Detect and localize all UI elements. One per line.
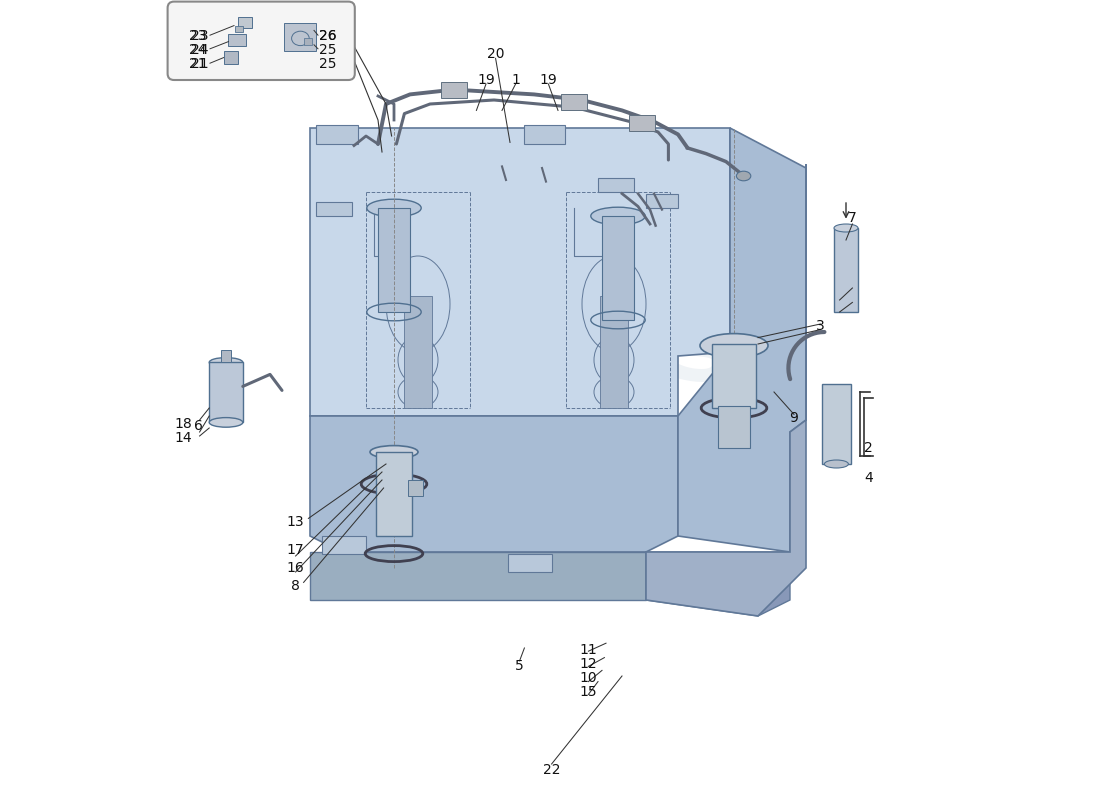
- Bar: [234, 26, 243, 32]
- Text: 24: 24: [189, 42, 207, 57]
- Text: 23: 23: [191, 29, 208, 43]
- Bar: [600, 296, 628, 408]
- Text: 6: 6: [194, 418, 202, 433]
- Bar: [322, 536, 366, 554]
- Text: 14: 14: [175, 431, 192, 446]
- Ellipse shape: [824, 460, 848, 468]
- Text: 22: 22: [543, 762, 560, 777]
- FancyBboxPatch shape: [167, 2, 355, 80]
- Bar: [602, 216, 634, 320]
- Text: 2: 2: [864, 441, 872, 455]
- Bar: [317, 202, 352, 216]
- Text: 8: 8: [292, 578, 300, 593]
- Text: 7: 7: [848, 210, 857, 225]
- Bar: [718, 406, 750, 448]
- Bar: [404, 296, 432, 408]
- Ellipse shape: [370, 446, 418, 458]
- Polygon shape: [646, 164, 806, 616]
- Polygon shape: [310, 416, 678, 552]
- Bar: [834, 228, 858, 312]
- Bar: [408, 480, 422, 496]
- Ellipse shape: [209, 418, 243, 427]
- Polygon shape: [310, 128, 730, 416]
- Text: 23: 23: [189, 29, 207, 43]
- Text: e|c⁄es: e|c⁄es: [395, 297, 737, 407]
- Ellipse shape: [700, 334, 768, 358]
- Text: 5: 5: [515, 658, 524, 673]
- Text: 1: 1: [512, 73, 520, 87]
- Bar: [238, 17, 252, 28]
- Bar: [646, 194, 678, 208]
- Ellipse shape: [209, 358, 243, 367]
- Bar: [712, 344, 756, 408]
- Ellipse shape: [366, 199, 421, 217]
- Bar: [223, 51, 238, 64]
- Bar: [561, 94, 586, 110]
- Polygon shape: [310, 552, 646, 600]
- Text: 9: 9: [790, 410, 799, 425]
- Text: 18: 18: [175, 417, 192, 431]
- Text: 13: 13: [287, 514, 305, 529]
- Text: 17: 17: [287, 543, 305, 558]
- Text: 25: 25: [319, 57, 337, 71]
- Bar: [209, 362, 243, 422]
- Text: 21: 21: [189, 57, 207, 71]
- Bar: [317, 125, 358, 144]
- Text: 26: 26: [319, 29, 337, 43]
- Text: 11: 11: [580, 642, 597, 657]
- Text: 15: 15: [580, 685, 597, 699]
- Ellipse shape: [736, 171, 751, 181]
- Text: 21: 21: [190, 57, 208, 71]
- Bar: [441, 82, 466, 98]
- Bar: [629, 115, 654, 131]
- Bar: [524, 125, 565, 144]
- Bar: [285, 23, 317, 51]
- Text: 26: 26: [319, 29, 337, 43]
- Text: 20: 20: [487, 47, 504, 62]
- Text: 19: 19: [539, 73, 558, 87]
- Polygon shape: [678, 128, 806, 552]
- Text: a passion for parts since 1985: a passion for parts since 1985: [349, 363, 719, 485]
- Ellipse shape: [834, 224, 858, 232]
- Bar: [304, 38, 311, 45]
- Polygon shape: [646, 552, 790, 616]
- Bar: [229, 34, 246, 46]
- Text: 3: 3: [816, 319, 825, 334]
- Text: 10: 10: [580, 671, 597, 686]
- Bar: [378, 208, 410, 312]
- Bar: [221, 350, 231, 362]
- Text: 4: 4: [864, 471, 872, 486]
- Text: 12: 12: [580, 657, 597, 671]
- Ellipse shape: [591, 207, 646, 225]
- Bar: [598, 178, 634, 192]
- Bar: [508, 554, 552, 572]
- Text: 24: 24: [191, 42, 208, 57]
- Bar: [376, 452, 411, 536]
- Text: 19: 19: [477, 73, 495, 87]
- Text: 25: 25: [319, 42, 337, 57]
- Text: 16: 16: [287, 561, 305, 575]
- Bar: [822, 384, 850, 464]
